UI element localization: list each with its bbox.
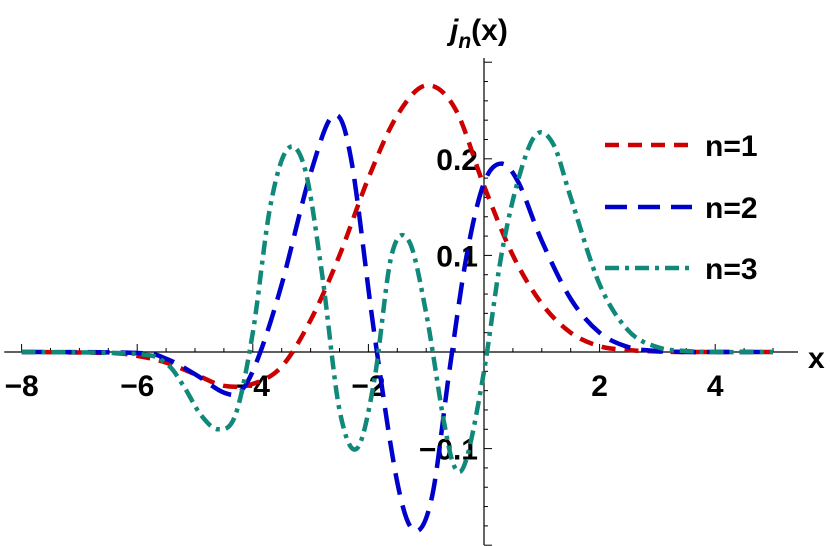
x-axis-label: x [808,342,825,375]
y-tick-label: 0.1 [436,240,478,273]
series-line-1 [21,83,773,390]
axes: −8 −6 −4 −2 2 4−0.10.10.2 [4,58,798,546]
x-tick-label: 4 [707,370,724,403]
series-line-2 [21,112,773,534]
legend-label-1: n=1 [705,130,758,163]
x-tick-label: −6 [120,370,154,403]
legend: n=1 n=2 n=3 [605,130,758,286]
series-line-3 [21,130,774,475]
series-layer [21,83,774,534]
y-axis-label: jn(x) [446,14,508,53]
legend-label-3: n=3 [705,253,758,286]
x-tick-label: −8 [4,370,38,403]
x-tick-label: 2 [591,370,608,403]
y-axis-label-base: j [446,14,459,47]
y-axis-label-sub: n [458,30,471,53]
legend-label-2: n=2 [705,192,758,225]
y-axis-label-arg: (x) [471,14,508,47]
ticks: −8 −6 −4 −2 2 4−0.10.10.2 [4,61,774,546]
